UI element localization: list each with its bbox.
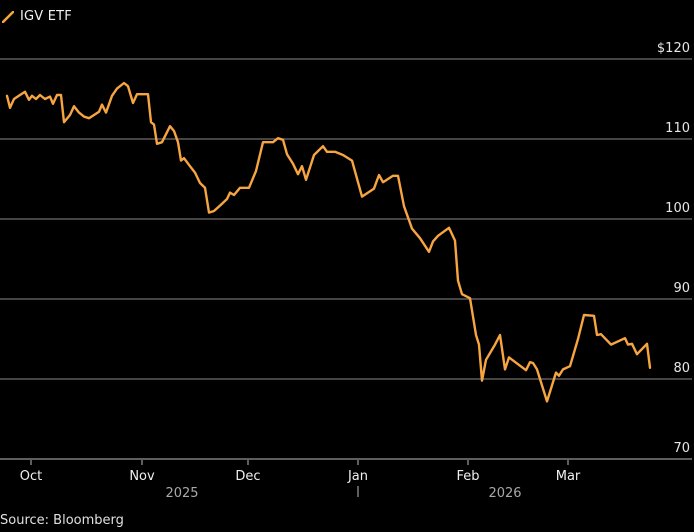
year-label: 2026: [488, 486, 521, 501]
legend-label: IGV ETF: [20, 9, 72, 24]
y-tick-label: 100: [665, 201, 690, 216]
x-tick-label: Mar: [556, 469, 581, 484]
x-tick-label: Oct: [20, 469, 42, 484]
x-axis: Oct Nov Dec Jan Feb Mar 2025 2026: [20, 460, 581, 501]
legend-line-icon: [2, 10, 14, 23]
y-tick-label: 90: [673, 281, 690, 296]
y-tick-label: $120: [657, 41, 690, 56]
y-tick-label: 110: [665, 121, 690, 136]
legend: IGV ETF: [2, 9, 72, 24]
y-axis-labels: $120 110 100 90 80 70: [657, 41, 690, 456]
x-tick-label: Nov: [129, 469, 155, 484]
y-tick-label: 70: [673, 441, 690, 456]
x-tick-label: Jan: [347, 469, 368, 484]
x-tick-label: Feb: [456, 469, 479, 484]
x-tick-label: Dec: [235, 469, 260, 484]
igv-etf-line: [5, 81, 652, 403]
gridlines: [0, 58, 692, 460]
y-tick-label: 80: [673, 361, 690, 376]
year-label: 2025: [165, 486, 198, 501]
source-note: Source: Bloomberg: [0, 513, 124, 528]
